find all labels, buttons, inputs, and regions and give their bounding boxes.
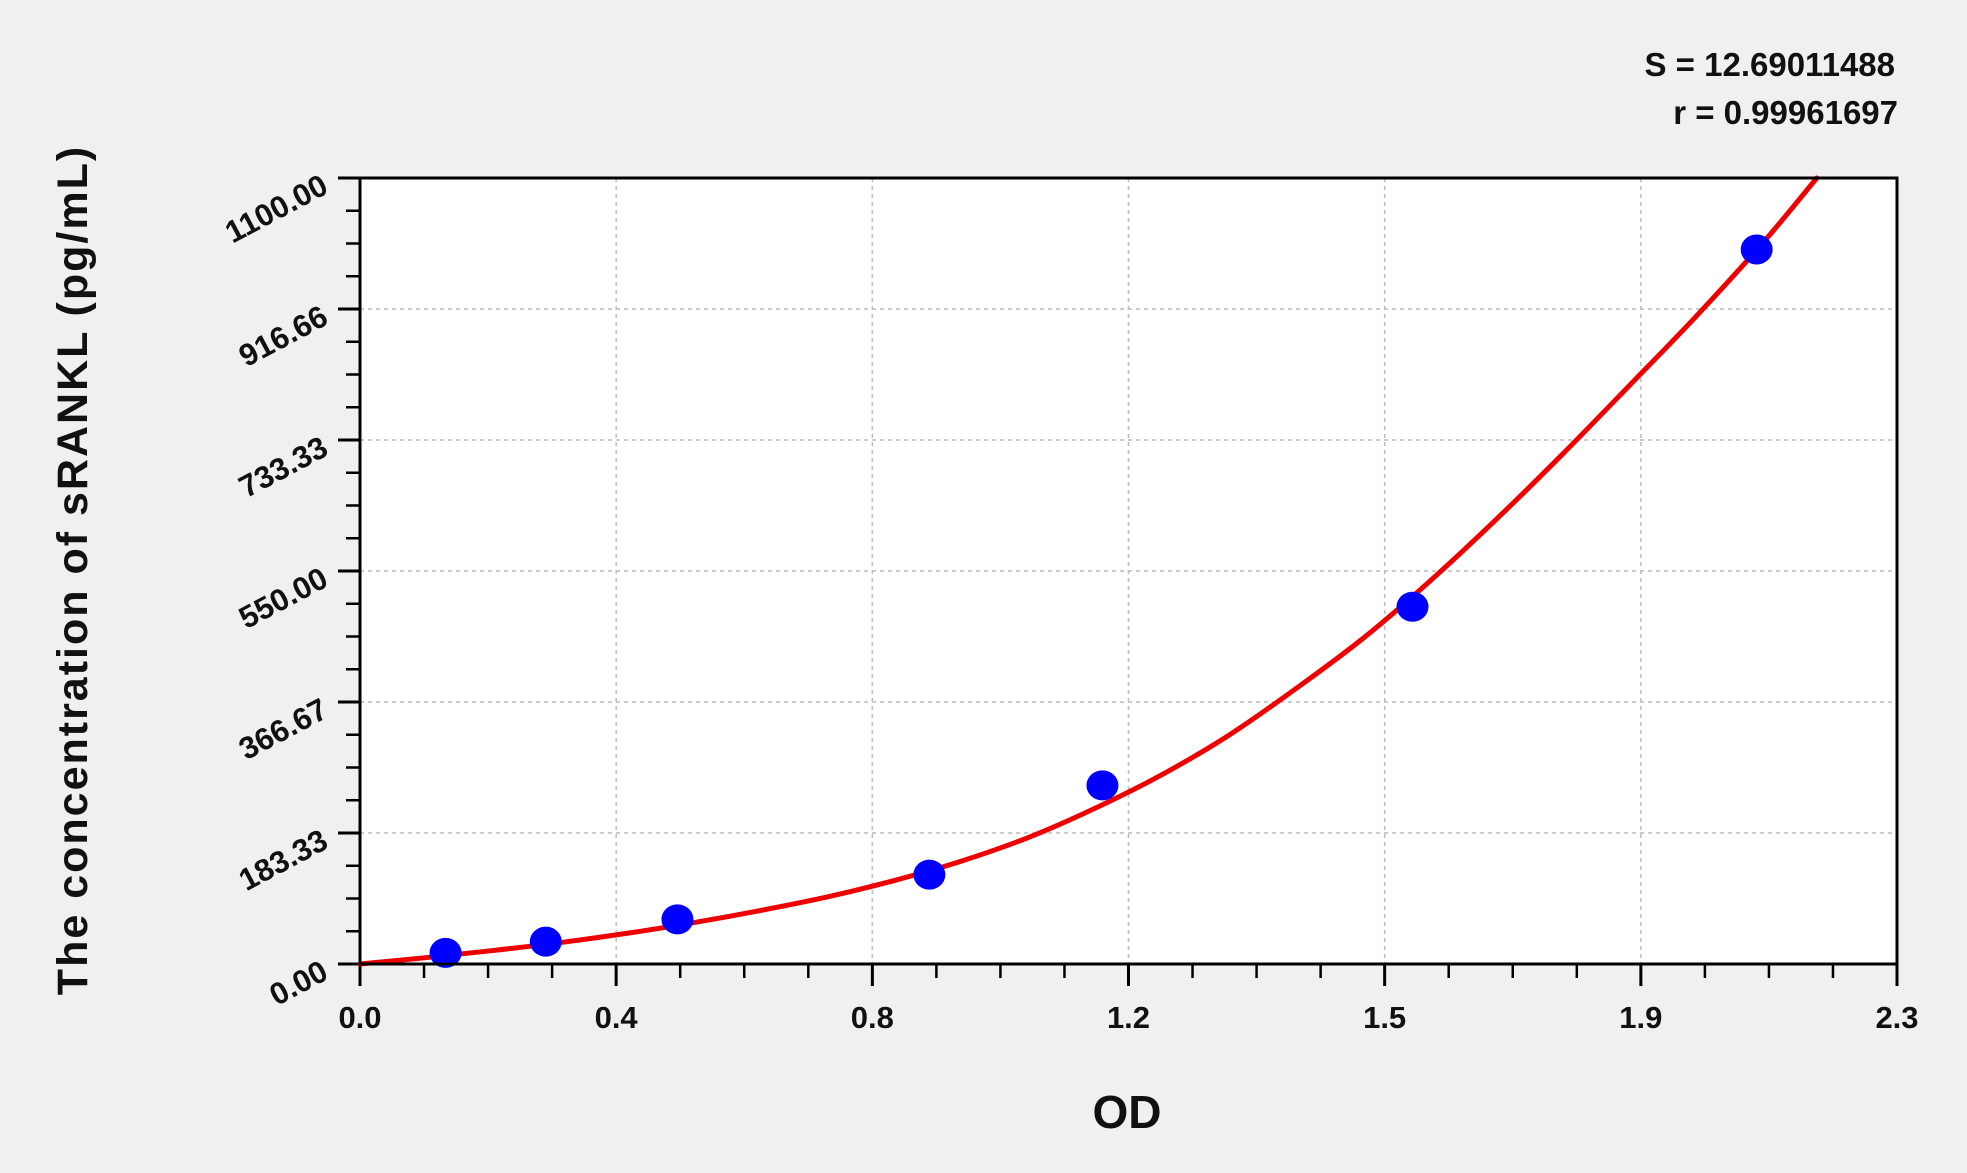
data-point (1086, 770, 1119, 801)
fit-curve-layer (357, 175, 1820, 967)
fit-curve (357, 175, 1820, 967)
grid (360, 178, 1897, 964)
data-points (429, 234, 1773, 968)
data-point (529, 926, 562, 957)
x-tick-label: 1.9 (1619, 1000, 1662, 1035)
data-point (1396, 591, 1429, 622)
axis-ticks (338, 176, 1899, 986)
y-tick-label: 1100.00 (219, 167, 333, 250)
y-axis-label: The concentration of sRANKL (pg/mL) (49, 145, 97, 995)
data-point (913, 859, 946, 890)
y-tick-labels: 0.00 183.33 366.67 550.00 733.33 916.66 1100.0… (219, 167, 333, 1012)
y-tick-label: 550.00 (233, 560, 333, 635)
y-tick-label: 183.33 (233, 822, 333, 897)
r-annotation: r = 0.99961697 (1673, 94, 1898, 131)
data-point (661, 904, 694, 935)
y-tick-label: 0.00 (264, 953, 334, 1012)
x-axis-label: OD (1093, 1086, 1162, 1138)
x-tick-label: 0.4 (595, 1000, 639, 1035)
x-tick-label: 0.8 (851, 1000, 894, 1035)
x-tick-label: 0.0 (338, 1000, 381, 1035)
x-tick-label: 1.2 (1107, 1000, 1150, 1035)
x-tick-label: 2.3 (1875, 1000, 1918, 1035)
data-point (429, 937, 462, 968)
x-tick-labels: 0.0 0.4 0.8 1.2 1.5 1.9 2.3 (338, 1000, 1918, 1035)
y-tick-label: 366.67 (233, 691, 333, 766)
plot-frame (358, 176, 1899, 966)
x-tick-label: 1.5 (1363, 1000, 1406, 1035)
s-annotation: S = 12.69011488 (1645, 46, 1896, 83)
y-tick-label: 733.33 (233, 429, 333, 504)
data-point (1740, 234, 1773, 265)
y-tick-label: 916.66 (233, 298, 333, 373)
